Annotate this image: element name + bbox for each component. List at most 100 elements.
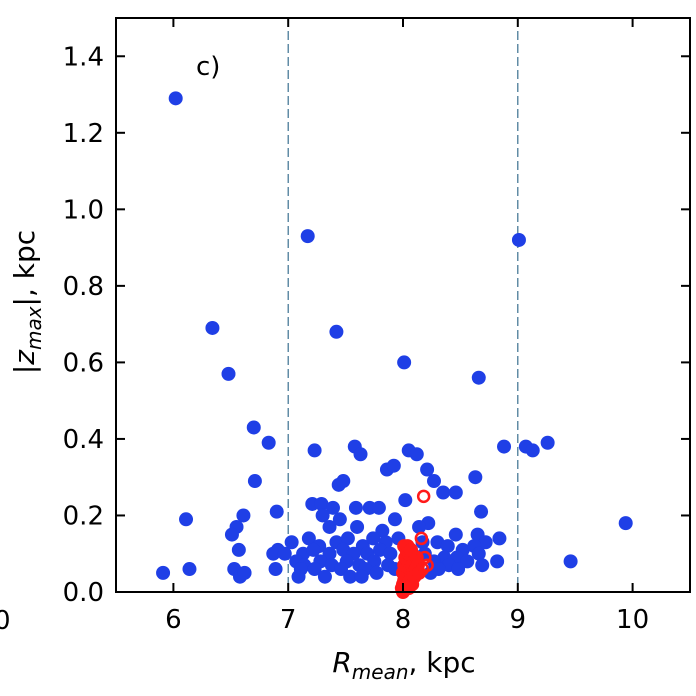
data-point — [277, 546, 292, 561]
data-point — [375, 523, 390, 538]
data-point — [492, 531, 507, 546]
data-point — [369, 565, 384, 580]
data-point-open — [415, 562, 430, 576]
y-tick-label: 0.4 — [63, 425, 104, 455]
data-point — [383, 546, 398, 561]
data-point — [367, 554, 382, 569]
data-point — [350, 519, 365, 534]
y-axis-label-sub: max — [22, 306, 46, 350]
data-point — [325, 500, 340, 515]
data-point — [261, 435, 276, 450]
data-point — [156, 565, 171, 580]
data-point — [478, 535, 493, 550]
data-point — [336, 474, 351, 489]
data-point — [237, 565, 252, 580]
data-point — [475, 558, 490, 573]
data-point — [314, 496, 329, 511]
data-point — [474, 504, 489, 519]
x-tick-label: 7 — [280, 605, 297, 635]
data-point — [436, 485, 451, 500]
series-2 — [414, 489, 434, 576]
data-point — [511, 232, 526, 247]
x-tick-label: 9 — [510, 605, 527, 635]
data-point — [332, 512, 347, 527]
y-tick-label: 1.2 — [63, 119, 104, 149]
y-tick-label: 0.8 — [63, 272, 104, 302]
data-point — [354, 569, 369, 584]
data-point — [371, 500, 386, 515]
data-point — [353, 447, 368, 462]
data-point — [387, 512, 402, 527]
data-point — [426, 474, 441, 489]
data-point — [306, 542, 321, 557]
data-point — [268, 562, 283, 577]
y-axis-label-suffix: |, kpc — [8, 230, 41, 307]
data-point — [397, 355, 412, 370]
data-point — [471, 370, 486, 385]
data-point — [300, 229, 315, 244]
data-point — [563, 554, 578, 569]
data-point — [471, 546, 486, 561]
y-tick-label: 1.0 — [63, 195, 104, 225]
data-point — [497, 439, 512, 454]
data-point — [301, 531, 316, 546]
data-point — [307, 443, 322, 458]
data-point — [468, 470, 483, 485]
data-point — [322, 519, 337, 534]
data-point — [179, 512, 194, 527]
data-point-open — [414, 531, 429, 546]
y-tick-label: 1.4 — [63, 42, 104, 72]
panel-label: c) — [196, 52, 220, 82]
y-axis-label-prefix: |z — [8, 349, 41, 374]
data-point — [221, 366, 236, 381]
x-axis-label-suffix: , kpc — [409, 646, 476, 679]
data-point — [340, 531, 355, 546]
y-tick-label: 0.0 — [63, 578, 104, 608]
cropped-tick-label: 0 — [0, 606, 11, 636]
data-point — [451, 562, 466, 577]
data-point — [460, 554, 475, 569]
data-point — [386, 458, 401, 473]
data-point — [322, 546, 337, 561]
data-point — [315, 508, 330, 523]
data-point — [409, 447, 424, 462]
data-point — [448, 527, 463, 542]
x-axis-label-main: R — [332, 646, 351, 679]
reference-lines — [287, 18, 519, 592]
data-point — [168, 91, 183, 106]
x-tick-label: 8 — [395, 605, 412, 635]
data-point — [205, 320, 220, 335]
data-point — [334, 562, 349, 577]
data-point — [231, 542, 246, 557]
data-point — [317, 569, 332, 584]
data-point — [269, 504, 284, 519]
data-point-open — [416, 489, 431, 504]
data-points — [156, 91, 633, 599]
data-point — [246, 420, 261, 435]
data-point — [182, 562, 197, 577]
data-point — [448, 485, 463, 500]
x-tick-label: 10 — [616, 605, 649, 635]
data-point — [440, 539, 455, 554]
data-point — [540, 435, 555, 450]
data-point — [343, 569, 358, 584]
x-axis-label-sub: mean — [352, 660, 409, 684]
data-point — [618, 516, 633, 531]
data-point — [247, 474, 262, 489]
data-point — [284, 535, 299, 550]
data-point — [236, 508, 251, 523]
data-point — [412, 519, 427, 534]
data-point — [366, 531, 381, 546]
y-tick-label: 0.2 — [63, 501, 104, 531]
data-point — [307, 562, 322, 577]
data-point — [404, 542, 419, 557]
x-tick-label: 6 — [165, 605, 182, 635]
data-point — [490, 554, 505, 569]
series-0 — [156, 91, 633, 584]
data-point — [398, 493, 413, 508]
data-point — [420, 462, 435, 477]
data-point — [348, 500, 363, 515]
data-point — [224, 527, 239, 542]
